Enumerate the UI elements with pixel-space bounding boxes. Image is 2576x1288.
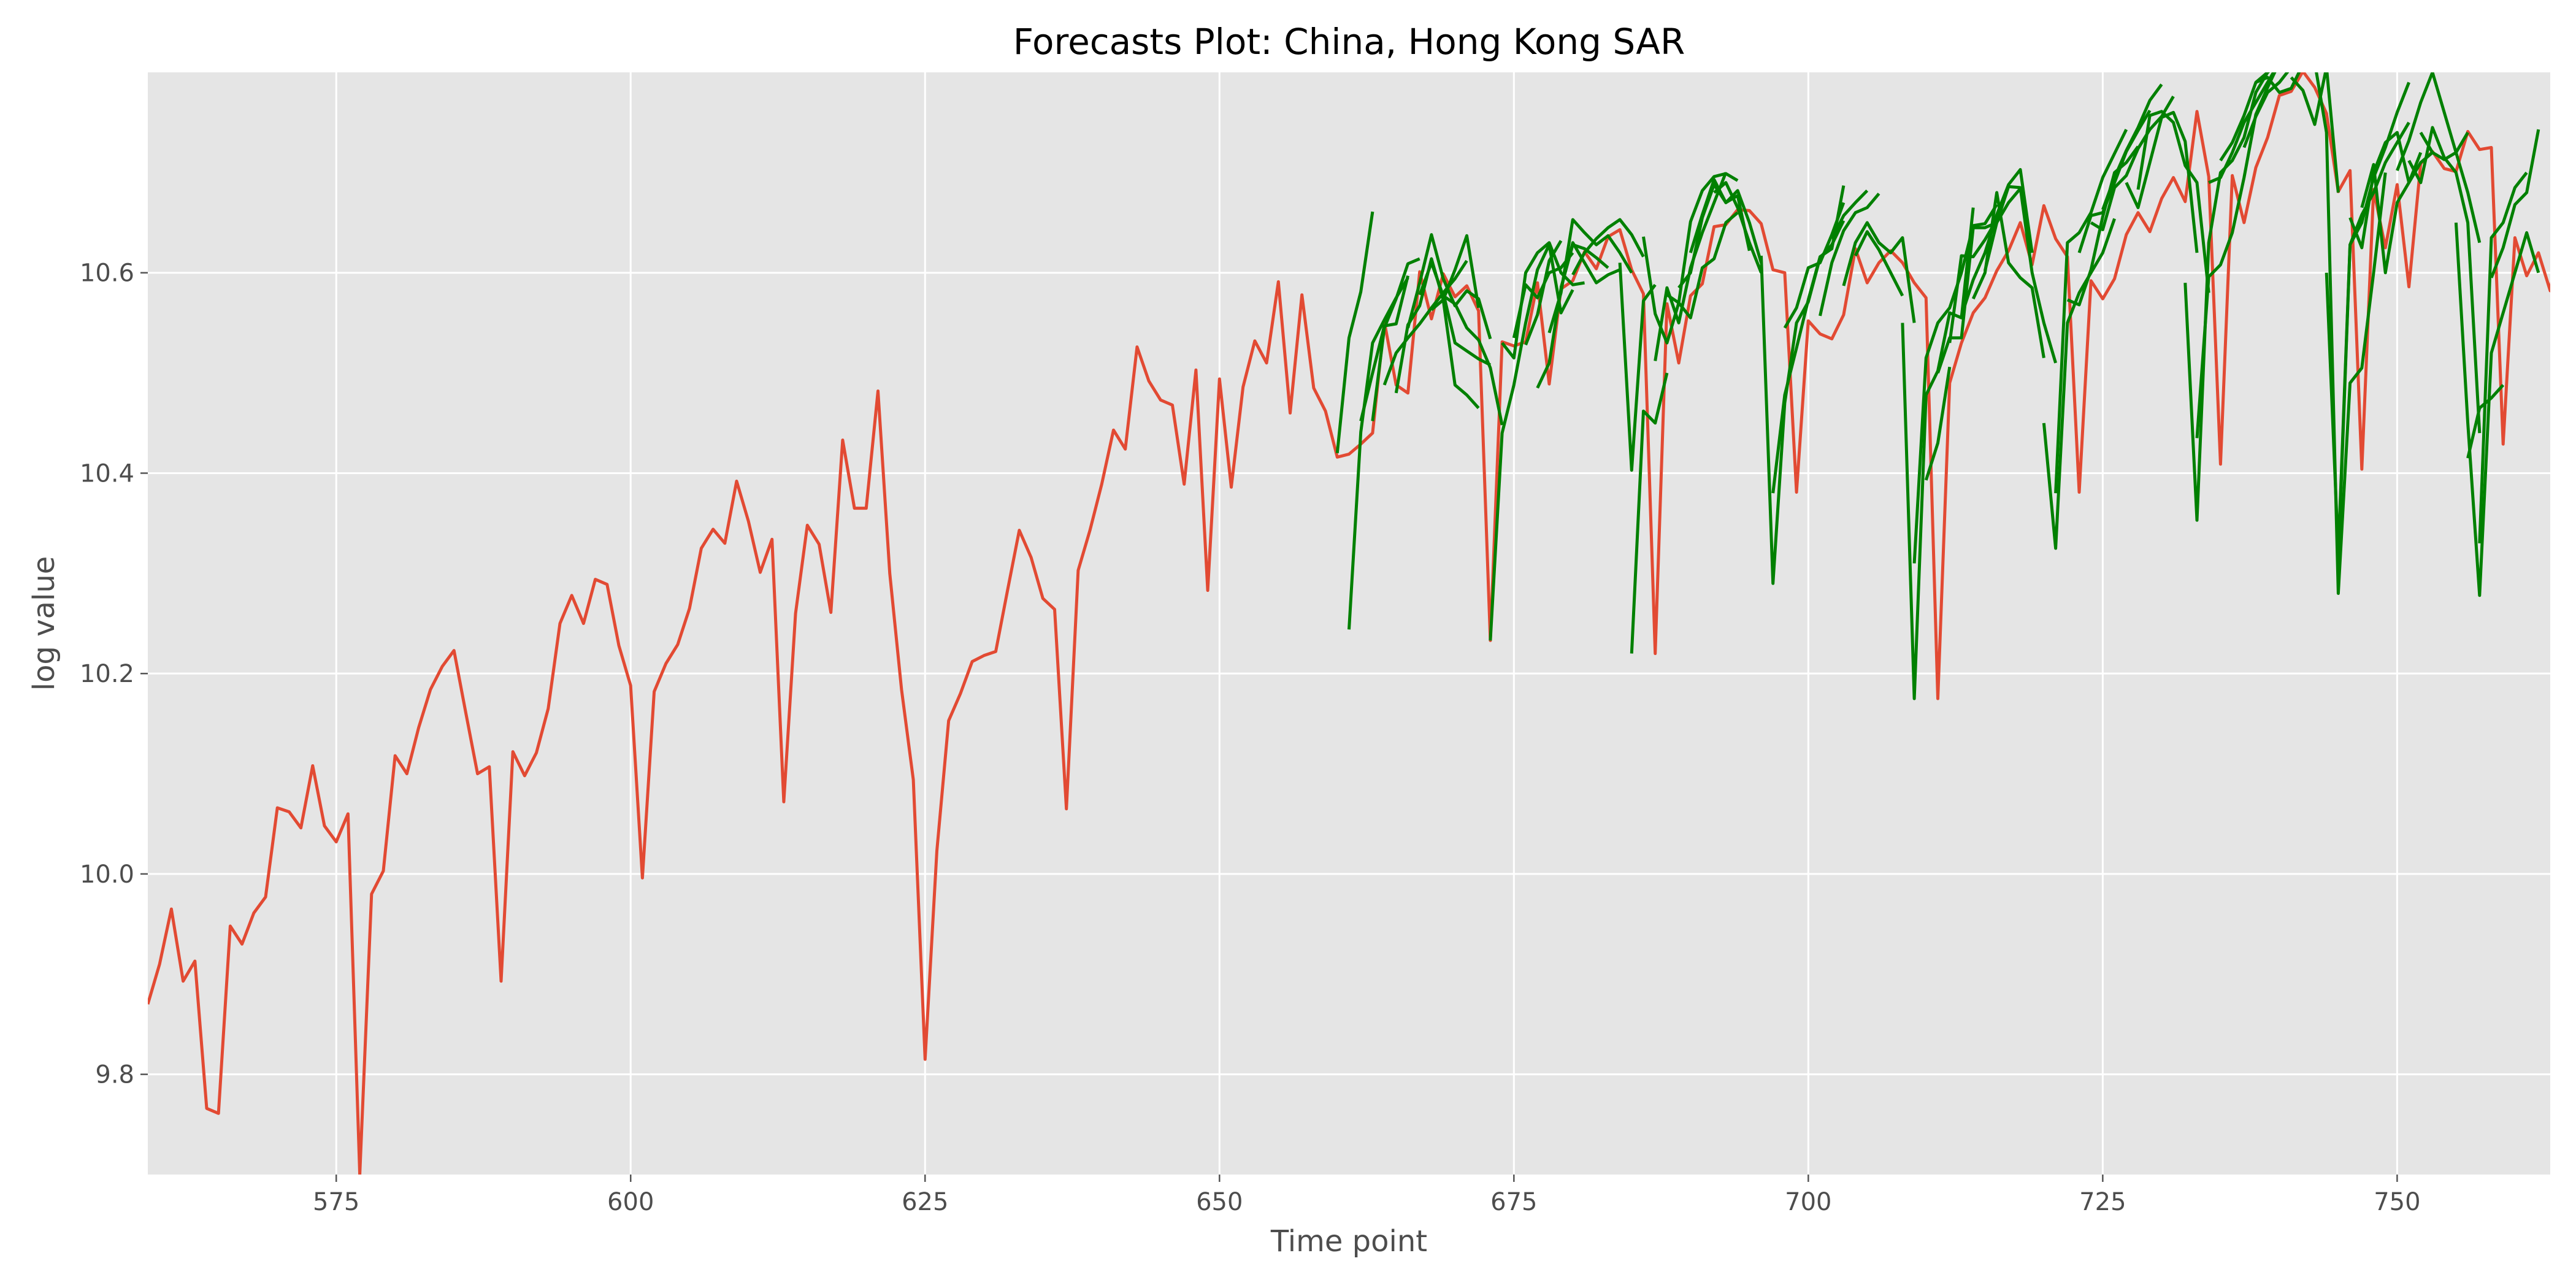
forecast-series-line [1441,292,1492,367]
forecast-series-line [1689,178,1763,264]
forecast-series-line [2419,131,2482,243]
forecast-series-line [2136,110,2210,293]
forecast-series-line [1842,221,1916,323]
forecast-series-line [1677,183,1751,289]
forecast-series-line [1830,190,1869,240]
chart-title: Forecasts Plot: China, Hong Kong SAR [1013,21,1685,63]
forecast-series-line [2219,72,2271,162]
forecast-series-line [2066,145,2140,307]
forecast-series-line [1971,191,2045,359]
forecast-series-line [1924,366,1952,481]
forecast-series-line [1630,372,1669,654]
forecast-series-line [1853,230,1904,297]
y-tick-label: 10.2 [80,660,134,688]
forecast-series-line [1571,218,1645,276]
forecast-series-line [1335,211,1374,454]
forecast-series-line [1559,243,1609,288]
x-tick-label: 725 [2079,1188,2126,1216]
forecast-series-line [1642,211,1739,345]
forecast-series-line [1382,259,1468,386]
forecast-series-line [2360,151,2434,275]
forecast-series-line [2407,126,2482,434]
forecast-series-line [1771,185,1846,494]
forecast-series-line [1819,193,1880,316]
x-tick-label: 575 [313,1188,359,1216]
forecast-series-line [1760,220,1846,585]
forecast-series-line [1430,298,1480,409]
forecast-series-line [2208,72,2275,184]
x-tick-label: 750 [2374,1188,2420,1216]
forecast-series-line [1371,257,1420,421]
forecast-series-line [2490,129,2540,278]
y-tick-label: 10.6 [80,259,134,288]
forecast-series-line [2336,121,2410,564]
y-axis-label: log value [27,556,61,691]
forecast-series-line [1960,168,2034,316]
forecast-series-line [2054,129,2128,494]
y-tick-label: 9.8 [95,1061,134,1089]
y-tick-label: 10.0 [80,861,134,889]
x-tick-label: 700 [1785,1188,1831,1216]
forecast-series-line [1783,202,1846,329]
y-tick-label: 10.4 [80,459,134,488]
forecast-series-line [2125,110,2199,253]
grid-lines [148,72,2550,1175]
forecast-series-line [2290,72,2340,193]
forecast-series-line [2195,72,2277,439]
forecast-series-line [1501,241,1585,360]
forecast-series-line [1948,218,1998,343]
forecast-series-line [2090,95,2175,231]
forecast-series-line [2042,218,2116,550]
forecast-series-line [2101,83,2163,210]
x-axis-ticks: 575 600 625 650 675 700 725 750 [313,1175,2421,1216]
forecast-series-line [1983,185,2057,364]
x-tick-label: 625 [902,1188,948,1216]
actual-series-line [148,72,2550,1175]
forecast-series-line [1524,240,1563,346]
forecast-series-line [1618,263,1657,472]
x-tick-label: 675 [1490,1188,1537,1216]
forecast-series-line [1666,172,1739,305]
forecast-series-line [2315,72,2387,595]
forecast-series-line [1406,233,1492,340]
forecast-series-line [1536,241,1621,389]
y-axis-ticks: 9.8 10.0 10.2 10.4 10.6 [80,259,148,1089]
x-tick-label: 650 [1196,1188,1243,1216]
forecast-series-line [1713,181,1763,274]
x-tick-label: 600 [607,1188,654,1216]
forecast-series-line [2478,171,2528,543]
x-axis-label: Time point [1270,1224,1427,1259]
series-layer [148,72,2550,1175]
